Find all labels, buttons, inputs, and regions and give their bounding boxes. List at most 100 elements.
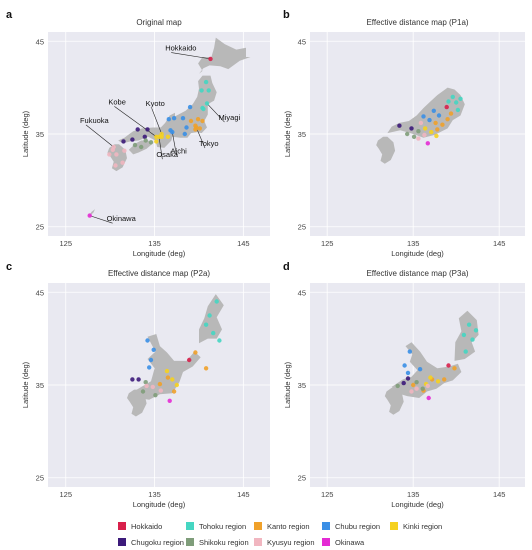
data-point bbox=[417, 367, 423, 372]
data-point bbox=[130, 377, 135, 382]
x-tick-label: 125 bbox=[321, 239, 334, 248]
data-point bbox=[428, 375, 433, 380]
data-point bbox=[414, 386, 419, 391]
city-label: Kobe bbox=[108, 97, 126, 106]
legend-item-chugoku: Chugoku region bbox=[118, 538, 186, 547]
data-point bbox=[174, 382, 179, 388]
data-point bbox=[414, 380, 419, 385]
data-point bbox=[473, 328, 479, 333]
data-point bbox=[154, 134, 159, 139]
data-point bbox=[434, 133, 439, 139]
data-point bbox=[416, 129, 421, 134]
data-point bbox=[397, 123, 402, 128]
land-shape bbox=[391, 342, 462, 398]
data-point bbox=[435, 379, 441, 384]
legend-item-kyusyu: Kyusyu region bbox=[254, 538, 322, 547]
data-point bbox=[455, 107, 461, 113]
land-shape bbox=[387, 87, 465, 138]
legend-item-chubu: Chubu region bbox=[322, 522, 390, 531]
panel-title: Original map bbox=[136, 18, 182, 27]
legend-label: Shikoku region bbox=[199, 537, 249, 547]
data-point bbox=[193, 123, 198, 128]
city-label: Aichi bbox=[171, 146, 188, 155]
data-point bbox=[159, 134, 164, 139]
data-point bbox=[422, 132, 427, 138]
data-point bbox=[143, 380, 148, 385]
city-label: Fukuoka bbox=[80, 116, 110, 125]
city-label: Hokkaido bbox=[165, 44, 196, 53]
data-point bbox=[407, 349, 412, 354]
data-point bbox=[122, 148, 127, 153]
legend-swatch bbox=[186, 522, 194, 530]
data-point bbox=[405, 131, 410, 137]
data-point bbox=[166, 117, 171, 122]
data-point bbox=[444, 104, 449, 110]
data-point bbox=[148, 140, 154, 145]
panel-b: 125 135 145 25 35 45 Longitude (deg) Latitude (… bbox=[283, 9, 525, 258]
legend-label: Okinawa bbox=[335, 537, 365, 547]
data-point bbox=[171, 116, 177, 121]
y-tick-label: 45 bbox=[36, 37, 44, 46]
x-tick-label: 135 bbox=[148, 239, 161, 248]
data-point bbox=[203, 366, 209, 371]
data-point bbox=[405, 370, 411, 376]
data-point bbox=[425, 141, 430, 146]
y-tick-label: 35 bbox=[36, 381, 44, 390]
data-point bbox=[454, 100, 459, 105]
y-tick-label: 45 bbox=[36, 288, 44, 297]
data-point bbox=[142, 134, 147, 139]
data-point bbox=[187, 357, 192, 363]
legend-item-kinki: Kinki region bbox=[390, 522, 458, 531]
data-point bbox=[433, 120, 438, 126]
land-shape bbox=[136, 334, 201, 400]
data-point bbox=[139, 144, 144, 150]
label-leader bbox=[206, 103, 225, 123]
data-point bbox=[167, 398, 172, 403]
city-label: Osaka bbox=[156, 150, 179, 159]
data-point bbox=[188, 118, 194, 124]
data-point bbox=[184, 125, 189, 130]
data-point bbox=[445, 117, 450, 122]
city-label: Kyoto bbox=[146, 99, 165, 108]
data-point bbox=[199, 88, 204, 93]
x-axis-label: Longitude (deg) bbox=[133, 500, 186, 509]
x-tick-label: 145 bbox=[237, 239, 250, 248]
x-tick-label: 135 bbox=[407, 490, 420, 499]
data-point bbox=[148, 357, 154, 363]
x-tick-label: 135 bbox=[407, 239, 420, 248]
data-point bbox=[157, 381, 163, 387]
legend-item-shikoku: Shikoku region bbox=[186, 538, 254, 547]
data-point bbox=[87, 213, 92, 218]
y-tick-label: 25 bbox=[298, 223, 306, 232]
data-point bbox=[145, 338, 150, 343]
y-axis-label: Latitude (deg) bbox=[21, 110, 30, 157]
panel-title: Effective distance map (P3a) bbox=[366, 269, 468, 278]
legend-swatch bbox=[322, 538, 330, 546]
label-leader bbox=[151, 108, 162, 135]
y-tick-label: 25 bbox=[36, 223, 44, 232]
data-point bbox=[470, 337, 475, 342]
city-label: Miyagi bbox=[218, 113, 240, 122]
data-point bbox=[120, 160, 125, 165]
data-point bbox=[107, 152, 112, 157]
y-tick-label: 45 bbox=[298, 37, 306, 46]
legend-label: Kyusyu region bbox=[267, 537, 315, 547]
city-label: Tokyo bbox=[199, 139, 219, 148]
x-axis-label: Longitude (deg) bbox=[391, 500, 444, 509]
data-point bbox=[401, 380, 406, 386]
data-point bbox=[197, 126, 202, 131]
data-point bbox=[187, 104, 193, 110]
data-point bbox=[180, 116, 186, 121]
x-axis-label: Longitude (deg) bbox=[391, 249, 444, 258]
data-point bbox=[144, 383, 149, 389]
data-point bbox=[143, 138, 148, 143]
data-point bbox=[158, 388, 163, 393]
panel-letter: c bbox=[6, 261, 12, 273]
data-point bbox=[416, 136, 421, 141]
data-point bbox=[114, 152, 119, 157]
legend-swatch bbox=[118, 538, 126, 546]
legend-label: Chubu region bbox=[335, 521, 381, 531]
data-point bbox=[440, 122, 445, 127]
land-shape bbox=[118, 75, 217, 148]
